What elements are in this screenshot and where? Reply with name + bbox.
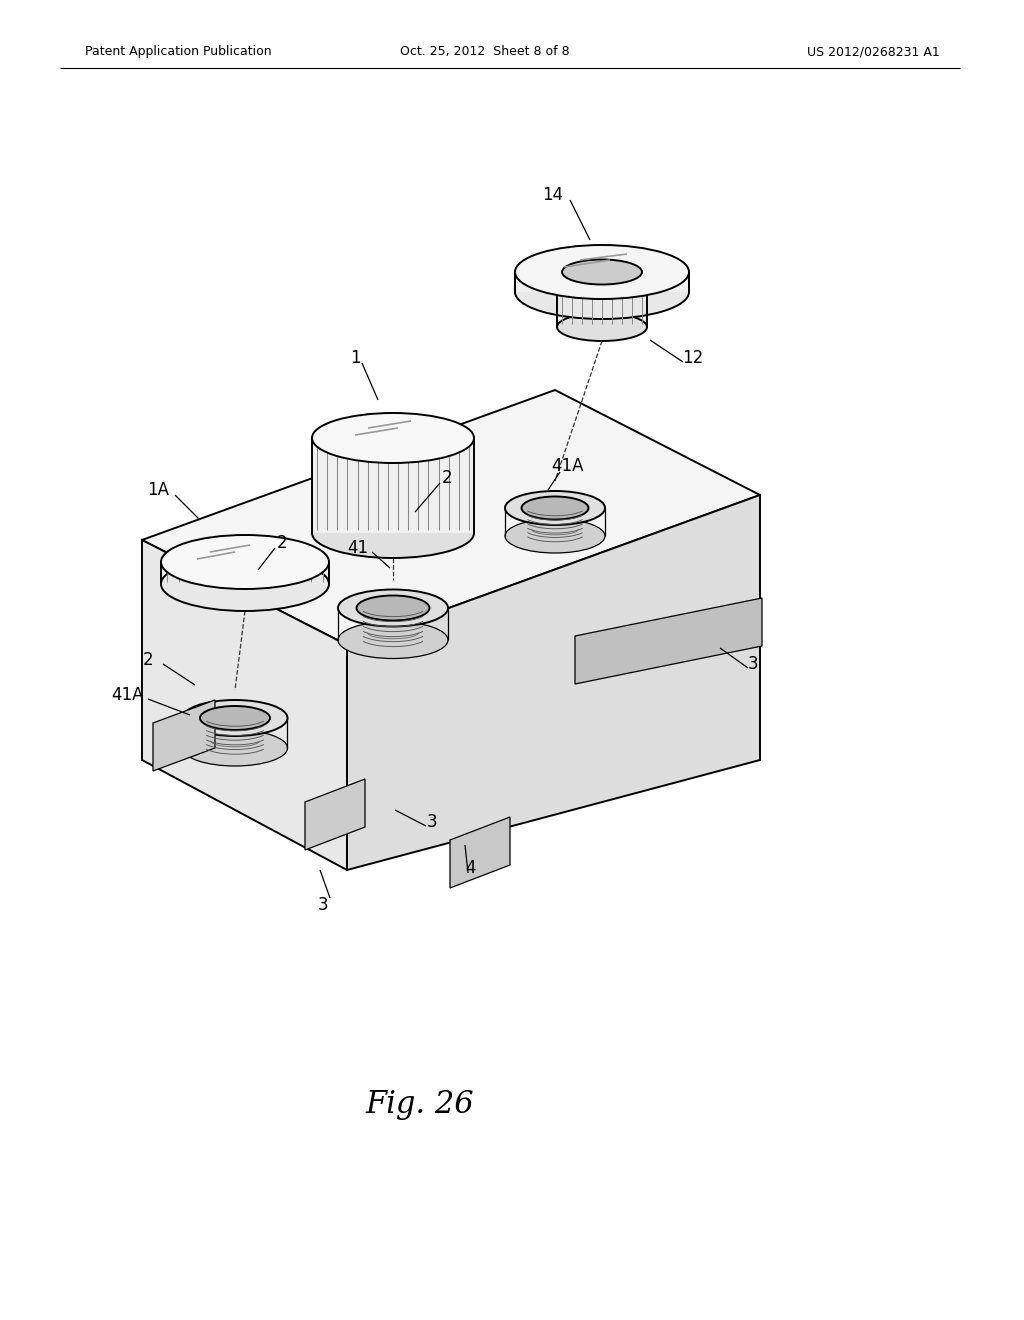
Text: 3: 3	[427, 813, 437, 832]
Polygon shape	[305, 779, 365, 850]
Polygon shape	[142, 389, 760, 645]
Polygon shape	[347, 495, 760, 870]
Ellipse shape	[505, 491, 605, 525]
Text: 41: 41	[347, 539, 369, 557]
Text: 2: 2	[441, 469, 453, 487]
Text: 1A: 1A	[147, 480, 169, 499]
Polygon shape	[312, 438, 474, 533]
Ellipse shape	[515, 246, 689, 300]
Ellipse shape	[521, 496, 589, 520]
Text: 41A: 41A	[552, 457, 585, 475]
Text: Patent Application Publication: Patent Application Publication	[85, 45, 271, 58]
Ellipse shape	[312, 508, 474, 558]
Ellipse shape	[338, 622, 449, 659]
Polygon shape	[515, 272, 689, 292]
Ellipse shape	[505, 519, 605, 553]
Text: Fig. 26: Fig. 26	[366, 1089, 474, 1121]
Polygon shape	[142, 540, 347, 870]
Text: 2: 2	[142, 651, 154, 669]
Ellipse shape	[161, 535, 329, 589]
Polygon shape	[153, 700, 215, 771]
Text: 2: 2	[276, 535, 288, 552]
Ellipse shape	[515, 265, 689, 319]
Ellipse shape	[182, 700, 288, 737]
Text: 1: 1	[349, 348, 360, 367]
Polygon shape	[575, 598, 762, 684]
Polygon shape	[450, 817, 510, 888]
Polygon shape	[161, 562, 329, 583]
Text: 3: 3	[317, 896, 329, 913]
Text: 12: 12	[682, 348, 703, 367]
Text: US 2012/0268231 A1: US 2012/0268231 A1	[807, 45, 940, 58]
Text: 14: 14	[543, 186, 563, 205]
Ellipse shape	[312, 413, 474, 463]
Ellipse shape	[557, 313, 647, 341]
Text: 4: 4	[465, 859, 475, 876]
Ellipse shape	[562, 260, 642, 285]
Text: 3: 3	[748, 655, 759, 673]
Ellipse shape	[161, 557, 329, 611]
Text: 41A: 41A	[112, 686, 144, 704]
Ellipse shape	[356, 595, 429, 620]
Ellipse shape	[200, 706, 270, 730]
Polygon shape	[557, 292, 647, 327]
Ellipse shape	[182, 730, 288, 766]
Text: Oct. 25, 2012  Sheet 8 of 8: Oct. 25, 2012 Sheet 8 of 8	[400, 45, 569, 58]
Ellipse shape	[338, 590, 449, 627]
